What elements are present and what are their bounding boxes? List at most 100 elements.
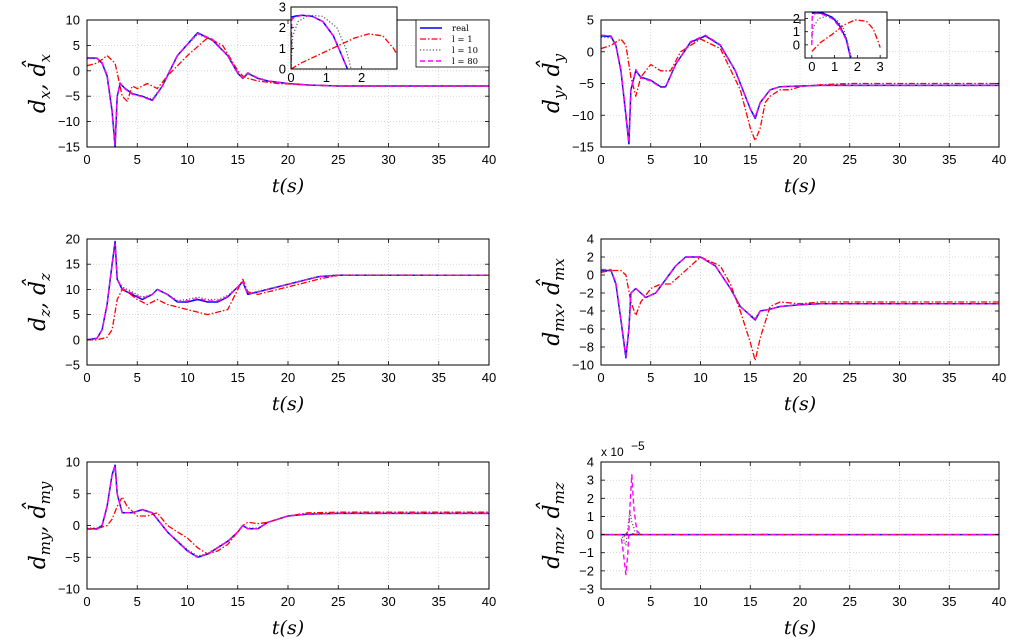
y-tick-label: 0 [73,63,80,78]
y-tick-label: 2 [587,250,594,265]
x-tick-label: 35 [942,152,956,167]
x-tick-label: 0 [83,370,90,385]
y-tick-label: −5 [579,76,594,91]
inset-x-tick-label: 1 [831,59,838,74]
legend-label-real: real [452,24,469,34]
inset-series-line-l10 [291,14,352,69]
y-label-sub: z [36,309,54,318]
inset-x-tick-label: 2 [358,70,365,85]
x-tick-label: 20 [281,594,295,609]
x-tick-label: 15 [231,370,245,385]
series-line-l1 [601,38,999,142]
x-axis-label: t(s) [784,393,816,415]
x-tick-label: 25 [331,370,345,385]
x-tick-label: 5 [134,152,141,167]
exponent-label: x 10 [601,445,624,459]
x-tick-label: 20 [793,370,807,385]
inset-y-tick-label: 1 [279,41,286,56]
x-tick-label: 35 [942,370,956,385]
x-tick-label: 10 [693,370,707,385]
exponent-power: −5 [631,439,645,453]
inset-x-tick-label: 2 [854,59,861,74]
y-label-hat: d̂ [536,502,565,519]
inset-box [290,6,398,70]
inset-series-line-l80 [291,14,349,69]
y-label-main: d [26,99,51,113]
y-axis-label: dx, d̂x [22,53,54,113]
x-tick-label: 40 [482,594,496,609]
y-label-sep: , [540,295,565,309]
y-label-hat-sub: mx [550,258,568,281]
inset-y-tick-label: 2 [279,20,286,35]
x-tick-label: 35 [432,370,446,385]
x-tick-label: 25 [331,152,345,167]
series-line-l80 [87,32,489,146]
y-tick-label: −5 [65,550,80,565]
series-line-l1 [87,274,489,341]
x-tick-label: 20 [793,152,807,167]
y-tick-label: −6 [579,322,594,337]
y-tick-label: −1 [579,545,594,560]
x-axis-label: t(s) [272,617,304,639]
x-tick-label: 5 [647,594,654,609]
y-tick-label: 1 [587,509,594,524]
x-tick-label: 20 [793,594,807,609]
x-tick-label: 15 [231,152,245,167]
y-tick-label: −10 [58,582,80,597]
y-label-main: d [540,555,565,569]
inset-series-group [291,14,397,69]
y-tick-label: −10 [58,114,80,129]
series-line-l80 [87,465,489,558]
x-tick-label: 5 [134,370,141,385]
y-tick-label: −5 [65,358,80,373]
x-tick-label: 0 [83,152,90,167]
y-label-hat-sub: y [550,53,568,63]
x-tick-label: 0 [83,594,90,609]
series-line-l1 [601,532,999,538]
x-tick-label: 25 [843,594,857,609]
y-tick-label: 0 [587,527,594,542]
inset-y-tick-label: 0 [793,37,800,52]
inset-x-tick-label: 1 [323,70,330,85]
y-label-sub: mz [550,532,568,554]
series-line-l80 [87,243,489,341]
x-tick-label: 0 [597,152,604,167]
x-tick-label: 30 [892,152,906,167]
inset-background [291,7,397,69]
x-tick-label: 10 [180,152,194,167]
y-label-hat: d̂ [536,60,565,77]
y-tick-label: 20 [66,232,80,247]
x-tick-label: 30 [381,370,395,385]
y-tick-label: 0 [73,332,80,347]
inset-series-line-l1 [811,19,881,52]
y-tick-label: −4 [579,304,594,319]
y-tick-label: 10 [66,13,80,28]
inset-y-tick-label: 1 [793,24,800,39]
x-tick-label: 10 [180,370,194,385]
y-axis-label: dmx, d̂mx [536,258,568,346]
x-tick-label: 30 [892,370,906,385]
legend-label-l80: l = 80 [452,57,478,67]
y-tick-label: −10 [572,108,594,123]
y-label-main: d [26,317,51,331]
series-line-l80 [601,474,999,576]
y-tick-label: 4 [587,455,594,470]
x-tick-label: 25 [331,594,345,609]
inset-y-tick-label: 0 [279,62,286,77]
y-tick-label: −2 [579,563,594,578]
y-label-hat: d̂ [22,502,51,519]
x-tick-label: 40 [992,152,1006,167]
y-label-sep: , [540,77,565,91]
x-tick-label: 40 [482,152,496,167]
inset-series-group [811,12,881,58]
series-group [87,464,489,559]
series-line-l80 [601,256,999,357]
inset-y-tick-label: 3 [279,0,286,15]
y-tick-label: 3 [587,473,594,488]
y-label-main: d [540,332,565,346]
